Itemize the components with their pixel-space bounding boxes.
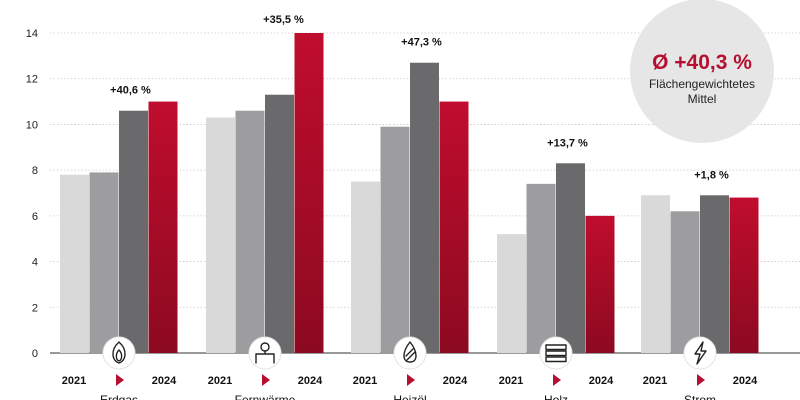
year-end-label: 2024 bbox=[298, 375, 323, 387]
bar-heizöl-2021 bbox=[351, 181, 380, 353]
callout-line2: Mittel bbox=[688, 92, 717, 106]
y-tick-label: 8 bbox=[32, 165, 38, 177]
change-annotation: +13,7 % bbox=[547, 137, 588, 149]
pipe-lines bbox=[255, 350, 275, 364]
year-start-label: 2021 bbox=[62, 375, 86, 387]
drop-outline bbox=[403, 341, 417, 363]
arrow-right-icon bbox=[697, 374, 705, 386]
callout-line1: Flächengewichtetes bbox=[649, 77, 755, 91]
arrow-right-icon bbox=[553, 374, 561, 386]
bar-strom-2024 bbox=[729, 197, 759, 353]
bar-fernwärme-2021 bbox=[206, 117, 235, 353]
callout-value: Ø +40,3 % bbox=[652, 51, 752, 74]
bar-heizöl-2024 bbox=[439, 101, 469, 353]
category-label-heizöl: Heizöl bbox=[393, 393, 426, 400]
category-label-fernwärme: Fernwärme bbox=[235, 393, 296, 400]
average-callout: Ø +40,3 % Flächengewichtetes Mittel bbox=[630, 0, 774, 143]
bar-holz-2022 bbox=[526, 183, 556, 353]
bar-erdgas-2024 bbox=[148, 101, 178, 353]
oil-drop-icon bbox=[393, 336, 427, 370]
icon-circle bbox=[539, 336, 573, 370]
plank bbox=[545, 350, 567, 357]
change-annotation: +40,6 % bbox=[110, 85, 151, 97]
year-end-label: 2024 bbox=[733, 375, 758, 387]
lightning-icon bbox=[683, 336, 717, 370]
year-end-label: 2024 bbox=[152, 375, 177, 387]
category-label-strom: Strom bbox=[684, 393, 716, 400]
y-tick-label: 6 bbox=[32, 211, 38, 223]
year-start-label: 2021 bbox=[499, 375, 523, 387]
y-tick-label: 4 bbox=[32, 257, 38, 269]
bar-heizöl-2023 bbox=[410, 62, 439, 353]
bar-holz-2024 bbox=[585, 215, 615, 353]
icon-circle bbox=[393, 336, 427, 370]
y-tick-label: 14 bbox=[26, 28, 38, 40]
y-tick-label: 2 bbox=[32, 302, 38, 314]
plank bbox=[545, 356, 567, 363]
bar-erdgas-2021 bbox=[60, 174, 89, 353]
bolt bbox=[694, 341, 707, 365]
change-annotations: +40,6 % +35,5 % +47,3 % +13,7 % +1,8 % bbox=[110, 14, 729, 181]
drop-hatch bbox=[405, 348, 416, 361]
callout-circle bbox=[630, 0, 774, 143]
arrow-right-icon bbox=[262, 374, 270, 386]
bar-strom-2021 bbox=[641, 195, 670, 353]
icon-circle bbox=[102, 336, 136, 370]
bar-fernwärme-2024 bbox=[294, 33, 324, 353]
year-start-label: 2021 bbox=[353, 375, 377, 387]
bar-erdgas-2022 bbox=[89, 172, 119, 353]
flame-outer bbox=[112, 341, 126, 364]
district-heating-pipe-icon bbox=[248, 336, 282, 370]
plank bbox=[545, 344, 567, 351]
change-annotation: +47,3 % bbox=[401, 37, 442, 49]
flame-inner bbox=[115, 349, 123, 362]
y-tick-label: 12 bbox=[26, 74, 38, 86]
category-icons bbox=[102, 336, 717, 370]
arrow-right-icon bbox=[116, 374, 124, 386]
bar-holz-2021 bbox=[497, 234, 526, 353]
bar-strom-2023 bbox=[700, 195, 729, 353]
icon-circle bbox=[683, 336, 717, 370]
year-end-label: 2024 bbox=[443, 375, 468, 387]
bar-holz-2023 bbox=[556, 163, 585, 353]
bar-heizöl-2022 bbox=[380, 126, 410, 353]
change-annotation: +35,5 % bbox=[263, 14, 304, 26]
y-tick-label: 0 bbox=[32, 348, 38, 360]
bars bbox=[60, 33, 759, 353]
wood-planks-icon bbox=[539, 336, 573, 370]
category-label-holz: Holz bbox=[544, 393, 568, 400]
arrow-right-icon bbox=[407, 374, 415, 386]
category-label-erdgas: Erdgas bbox=[100, 393, 138, 400]
year-end-label: 2024 bbox=[589, 375, 614, 387]
bar-erdgas-2023 bbox=[119, 110, 148, 353]
year-start-label: 2021 bbox=[643, 375, 667, 387]
bar-strom-2022 bbox=[670, 211, 700, 353]
flame-icon bbox=[102, 336, 136, 370]
y-tick-label: 10 bbox=[26, 119, 38, 131]
bar-fernwärme-2022 bbox=[235, 110, 265, 353]
bar-fernwärme-2023 bbox=[265, 94, 294, 353]
year-start-label: 2021 bbox=[208, 375, 232, 387]
change-annotation: +1,8 % bbox=[694, 169, 729, 181]
y-axis-ticks: 0 2 4 6 8 10 12 14 bbox=[26, 28, 38, 360]
